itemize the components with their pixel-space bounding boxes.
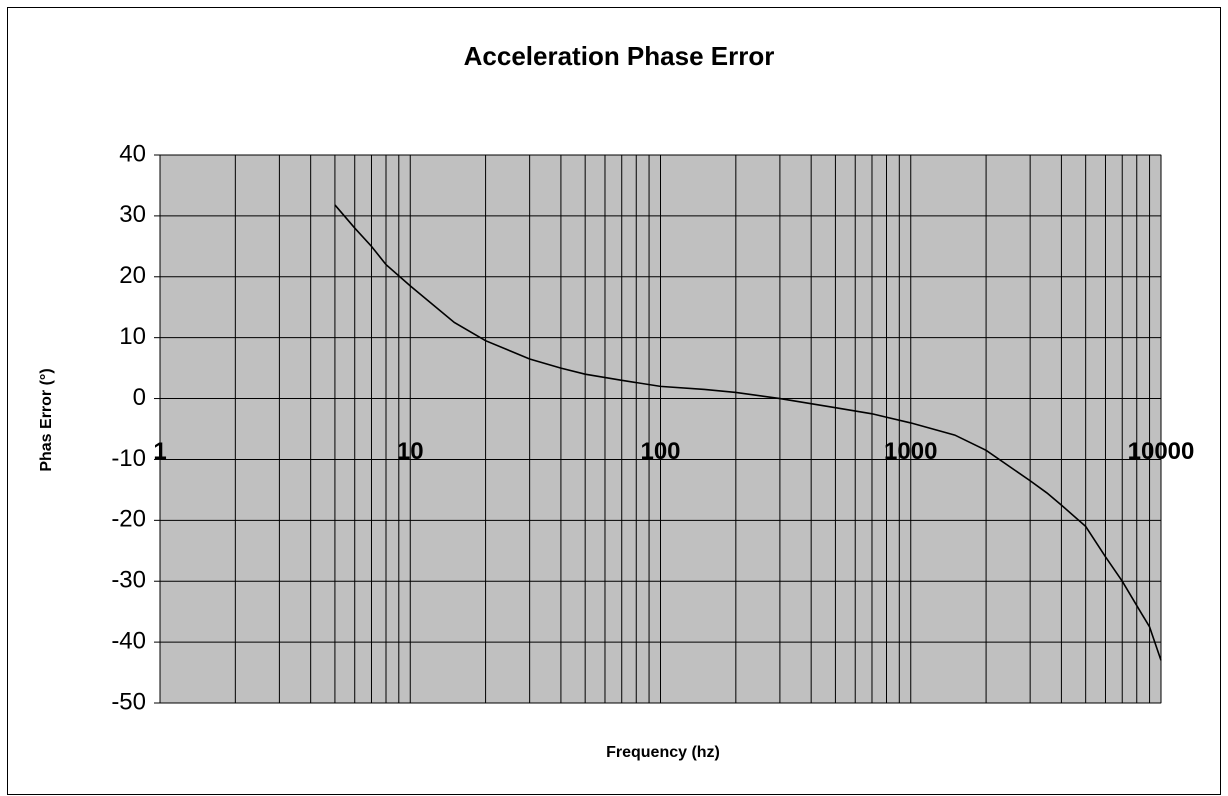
chart-title: Acceleration Phase Error xyxy=(464,41,775,71)
y-tick-label: 20 xyxy=(119,262,146,289)
y-tick-label: -20 xyxy=(111,506,146,533)
y-tick-label: -30 xyxy=(111,567,146,594)
y-tick-label: 40 xyxy=(119,140,146,167)
y-tick-label: 0 xyxy=(133,384,146,411)
y-tick-label: 10 xyxy=(119,323,146,350)
x-axis-label: Frequency (hz) xyxy=(606,744,720,761)
data-line xyxy=(334,204,1162,661)
y-tick-label: 30 xyxy=(119,201,146,228)
x-tick-label: 100 xyxy=(640,438,680,465)
x-tick-label: 10000 xyxy=(1128,438,1195,465)
y-tick-label: -40 xyxy=(111,627,146,654)
y-tick-label: -50 xyxy=(111,688,146,715)
y-axis-label: Phas Error (°) xyxy=(38,368,55,471)
x-tick-label: 10 xyxy=(397,438,424,465)
y-tick-label: -10 xyxy=(111,445,146,472)
x-tick-label: 1000 xyxy=(884,438,937,465)
